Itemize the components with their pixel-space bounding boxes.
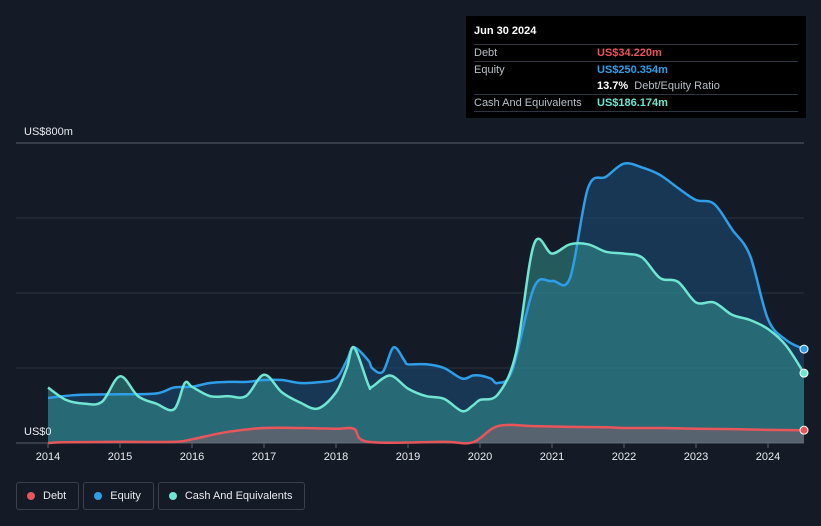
cash-and-equivalents-area [48, 238, 804, 443]
legend-dot-equity-icon [94, 492, 103, 500]
tooltip-ratio-label: Debt/Equity Ratio [634, 80, 720, 92]
tooltip-row-equity: Equity US$250.354m [474, 61, 798, 78]
x-axis-ticks: 2014 2015 2016 2017 2018 2019 2020 2021 2022 2023… [36, 443, 780, 463]
x-tick-label: 2023 [684, 451, 708, 463]
x-tick-label: 2022 [612, 451, 636, 463]
chart-legend: Debt Equity Cash And Equivalents [16, 482, 309, 510]
legend-item-equity[interactable]: Equity [83, 482, 154, 510]
equity-line [47, 162, 805, 400]
x-tick-label: 2016 [180, 451, 204, 463]
legend-label-cash: Cash And Equivalents [184, 490, 293, 502]
equity-end-point [799, 344, 809, 354]
debt-line [47, 423, 805, 445]
cash-and-equivalents-end-point [799, 368, 809, 378]
x-tick-label: 2017 [252, 451, 276, 463]
x-tick-label: 2015 [108, 451, 132, 463]
legend-item-cash[interactable]: Cash And Equivalents [157, 482, 306, 510]
chart-lines [47, 162, 809, 445]
x-tick-label: 2024 [756, 451, 780, 463]
tooltip-debt-label: Debt [474, 47, 498, 59]
tooltip-row-ratio: 13.7% Debt/Equity Ratio [474, 78, 798, 94]
y-axis-bottom-label: US$0 [24, 426, 52, 438]
x-tick-label: 2021 [540, 451, 564, 463]
x-tick-label: 2019 [396, 451, 420, 463]
x-tick-label: 2014 [36, 451, 60, 463]
legend-dot-cash-icon [168, 492, 177, 500]
x-tick-label: 2018 [324, 451, 348, 463]
debt-end-point [799, 425, 809, 435]
tooltip-date: Jun 30 2024 [474, 25, 537, 37]
equity-area [48, 163, 804, 443]
tooltip-row-debt: Debt US$34.220m [474, 44, 798, 61]
x-tick-label: 2020 [468, 451, 492, 463]
chart-areas [48, 163, 804, 444]
legend-label-debt: Debt [43, 490, 67, 502]
legend-item-debt[interactable]: Debt [16, 482, 80, 510]
legend-label-equity: Equity [110, 490, 141, 502]
tooltip-debt-value: US$34.220m [597, 47, 662, 59]
legend-dot-debt-icon [27, 492, 35, 500]
debt-area [48, 424, 804, 444]
tooltip-ratio-value: 13.7% [597, 80, 629, 92]
tooltip-cash-label: Cash And Equivalents [474, 97, 582, 109]
data-tooltip: Jun 30 2024 Debt US$34.220m Equity US$25… [466, 16, 806, 118]
tooltip-equity-label: Equity [474, 64, 505, 76]
tooltip-equity-value: US$250.354m [597, 64, 668, 76]
y-axis-top-label: US$800m [24, 126, 73, 138]
tooltip-cash-value: US$186.174m [597, 97, 668, 109]
tooltip-row-cash: Cash And Equivalents US$186.174m [474, 94, 798, 112]
cash-and-equivalents-line [47, 237, 806, 413]
